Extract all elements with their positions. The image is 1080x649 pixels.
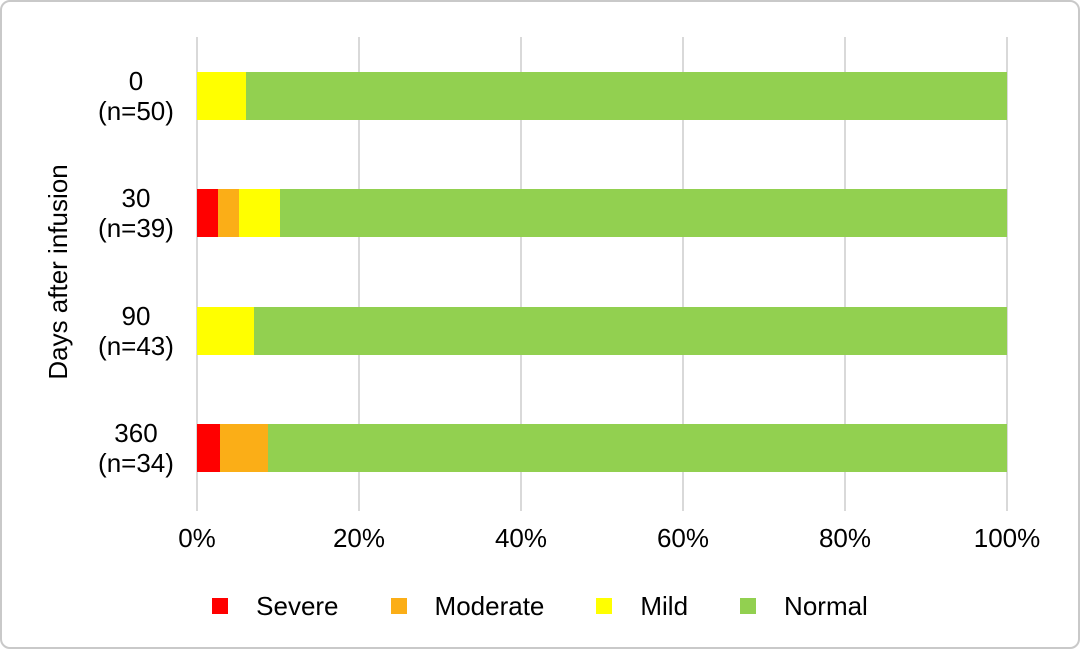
bar-row-day-0 [197, 71, 1007, 120]
x-axis-tick-label: 60% [656, 523, 710, 553]
gridline [682, 37, 684, 511]
legend: Severe Moderate Mild Normal [2, 585, 1078, 627]
legend-swatch-mild [596, 598, 613, 614]
legend-swatch-moderate [390, 598, 407, 614]
x-axis-tick-label: 100% [973, 523, 1041, 553]
x-axis-tick-label: 20% [332, 523, 386, 553]
legend-swatch-normal [740, 598, 757, 614]
bar-segment-severe [197, 189, 219, 238]
bar-segment-moderate [220, 424, 269, 473]
bar-segment-mild [197, 306, 254, 355]
category-label-day-0: 0 (n=50) [56, 66, 216, 126]
legend-item-moderate: Moderate [390, 591, 545, 621]
x-axis-tick-label: 0% [178, 523, 216, 553]
category-label-days-value: 90 [121, 300, 151, 331]
category-label-sample-size: (n=34) [98, 448, 174, 479]
category-label-days-value: 0 [128, 65, 144, 96]
bar-segment-normal [245, 71, 1007, 120]
bar-segment-mild [239, 189, 281, 238]
legend-label-severe: Severe [256, 591, 339, 621]
legend-item-normal: Normal [740, 593, 868, 619]
gridline [844, 37, 846, 511]
gridline [520, 37, 522, 511]
plot-area [196, 37, 1008, 511]
bar-segment-normal [280, 189, 1007, 238]
bar-segment-normal [268, 424, 1007, 473]
gridline [358, 37, 360, 511]
category-label-day-30: 30 (n=39) [56, 183, 216, 243]
bar-segment-severe [197, 424, 221, 473]
gridline [1006, 37, 1008, 511]
x-axis: 0% 20% 40% 60% 80% 100% [2, 511, 1078, 561]
bar-segment-mild [197, 71, 246, 120]
bar-segment-moderate [218, 189, 240, 238]
category-label-sample-size: (n=39) [98, 213, 174, 244]
category-label-sample-size: (n=43) [98, 330, 174, 361]
bar-segment-normal [253, 306, 1007, 355]
category-label-sample-size: (n=50) [98, 95, 174, 126]
legend-swatch-severe [212, 598, 229, 614]
legend-label-mild: Mild [640, 591, 689, 621]
category-label-days-value: 30 [121, 183, 151, 214]
x-axis-tick-label: 40% [494, 523, 548, 553]
legend-item-severe: Severe [212, 591, 339, 621]
category-label-days-value: 360 [114, 418, 158, 449]
legend-item-mild: Mild [596, 593, 688, 619]
bar-row-day-30 [197, 189, 1007, 238]
gridline [196, 37, 198, 511]
category-label-day-90: 90 (n=43) [56, 301, 216, 361]
bar-row-day-360 [197, 424, 1007, 473]
category-label-day-360: 360 (n=34) [56, 418, 216, 478]
legend-label-normal: Normal [784, 591, 868, 621]
bar-row-day-90 [197, 306, 1007, 355]
x-axis-tick-label: 80% [818, 523, 872, 553]
legend-label-moderate: Moderate [434, 591, 545, 621]
